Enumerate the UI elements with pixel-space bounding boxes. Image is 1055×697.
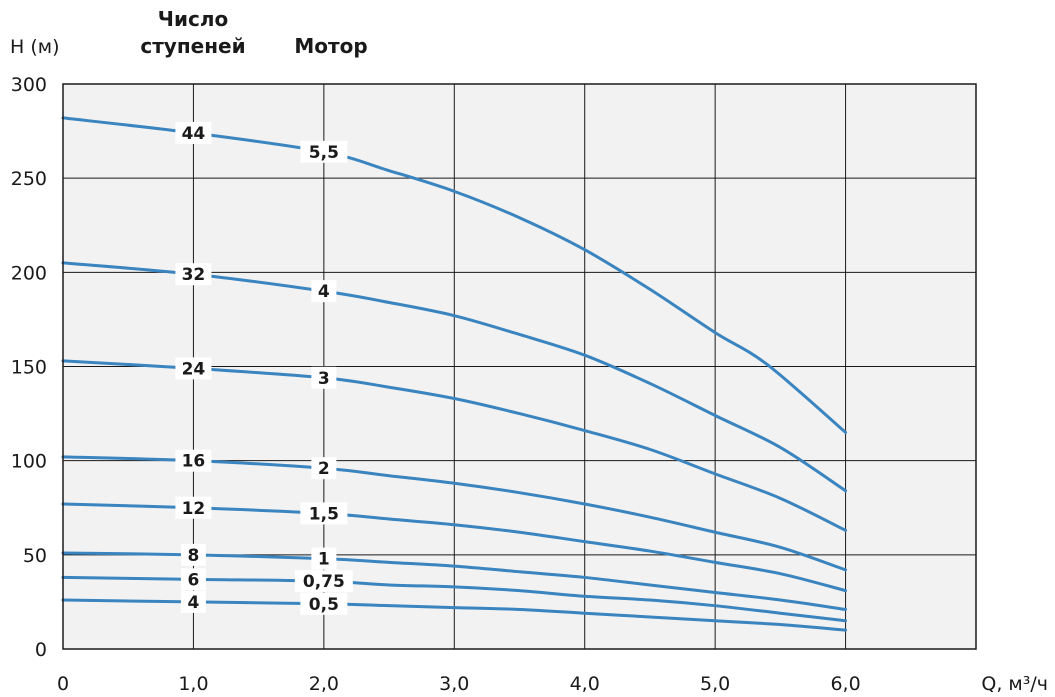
curve-stages-44: [61, 116, 848, 434]
x-tick-label: 5,0: [700, 673, 730, 692]
curve-stages-16: [61, 455, 848, 572]
x-tick-label: 3,0: [439, 673, 469, 692]
y-tick-label: 300: [11, 74, 47, 96]
stage-count-label: 16: [182, 452, 206, 472]
x-tick-label: 2,0: [309, 673, 339, 692]
stage-count-label-bg: [175, 263, 212, 286]
motor-power-label: 2: [318, 459, 330, 479]
motor-power-label-bg: [300, 502, 348, 525]
x-axis-title: Q, м³/ч: [981, 673, 1048, 692]
stage-count-label: 32: [182, 265, 206, 285]
motor-power-label-bg: [311, 547, 337, 570]
curve-stages-24: [61, 359, 848, 532]
motor-power-label: 1,5: [309, 504, 339, 524]
curve-stages-8: [61, 551, 848, 611]
curve-stages-32: [61, 261, 848, 493]
y-tick-label: 200: [11, 262, 47, 284]
plot-frame: [62, 83, 977, 650]
motor-power-label: 4: [318, 282, 330, 302]
motor-power-label-bg: [294, 570, 353, 593]
x-tick-label: 6,0: [830, 673, 860, 692]
stage-count-label-bg: [180, 590, 206, 613]
stage-count-label-bg: [175, 496, 212, 519]
ticks: 0 1,0 2,0 3,0 4,0 5,0 6,0 0 50 100 150 200 250 300: [11, 74, 861, 695]
stage-count-label: 44: [182, 124, 206, 144]
curve-stages-4: [61, 598, 848, 632]
motor-power-label-bg: [300, 592, 348, 615]
y-tick-label: 150: [11, 357, 47, 379]
header-motor: Мотор: [294, 34, 367, 58]
stage-count-label-bg: [175, 449, 212, 472]
y-tick-label: 100: [11, 451, 47, 473]
stage-count-label-bg: [180, 543, 206, 566]
motor-power-label-bg: [311, 366, 337, 389]
stage-count-label-bg: [175, 121, 212, 144]
stage-count-label: 24: [182, 359, 206, 379]
stage-count-label: 6: [188, 570, 200, 590]
motor-power-label-bg: [300, 140, 348, 163]
stage-count-label-bg: [180, 568, 206, 591]
motor-power-label: 1: [318, 550, 330, 570]
stage-count-label: 4: [188, 593, 200, 613]
x-tick-label: 4,0: [570, 673, 600, 692]
x-tick-label: 1,0: [178, 673, 208, 692]
motor-power-label: 0,75: [303, 572, 345, 592]
curves: [61, 116, 848, 632]
y-tick-label: 50: [23, 545, 47, 567]
motor-power-label: 0,5: [309, 595, 339, 615]
y-tick-label: 250: [11, 168, 47, 190]
motor-power-label: 5,5: [309, 143, 339, 163]
motor-power-label-bg: [311, 457, 337, 480]
motor-power-label: 3: [318, 369, 330, 389]
y-tick-label: 0: [35, 639, 47, 661]
header-stages: Число ступеней: [140, 7, 245, 58]
x-tick-label: 0: [57, 673, 69, 692]
stage-count-label: 12: [182, 499, 206, 519]
motor-power-label-bg: [311, 280, 337, 303]
stage-count-label-bg: [175, 357, 212, 380]
y-axis-title: H (м): [10, 36, 60, 58]
curve-stages-12: [61, 502, 848, 593]
stage-count-label: 8: [188, 546, 200, 566]
curve-stages-6: [61, 575, 848, 623]
